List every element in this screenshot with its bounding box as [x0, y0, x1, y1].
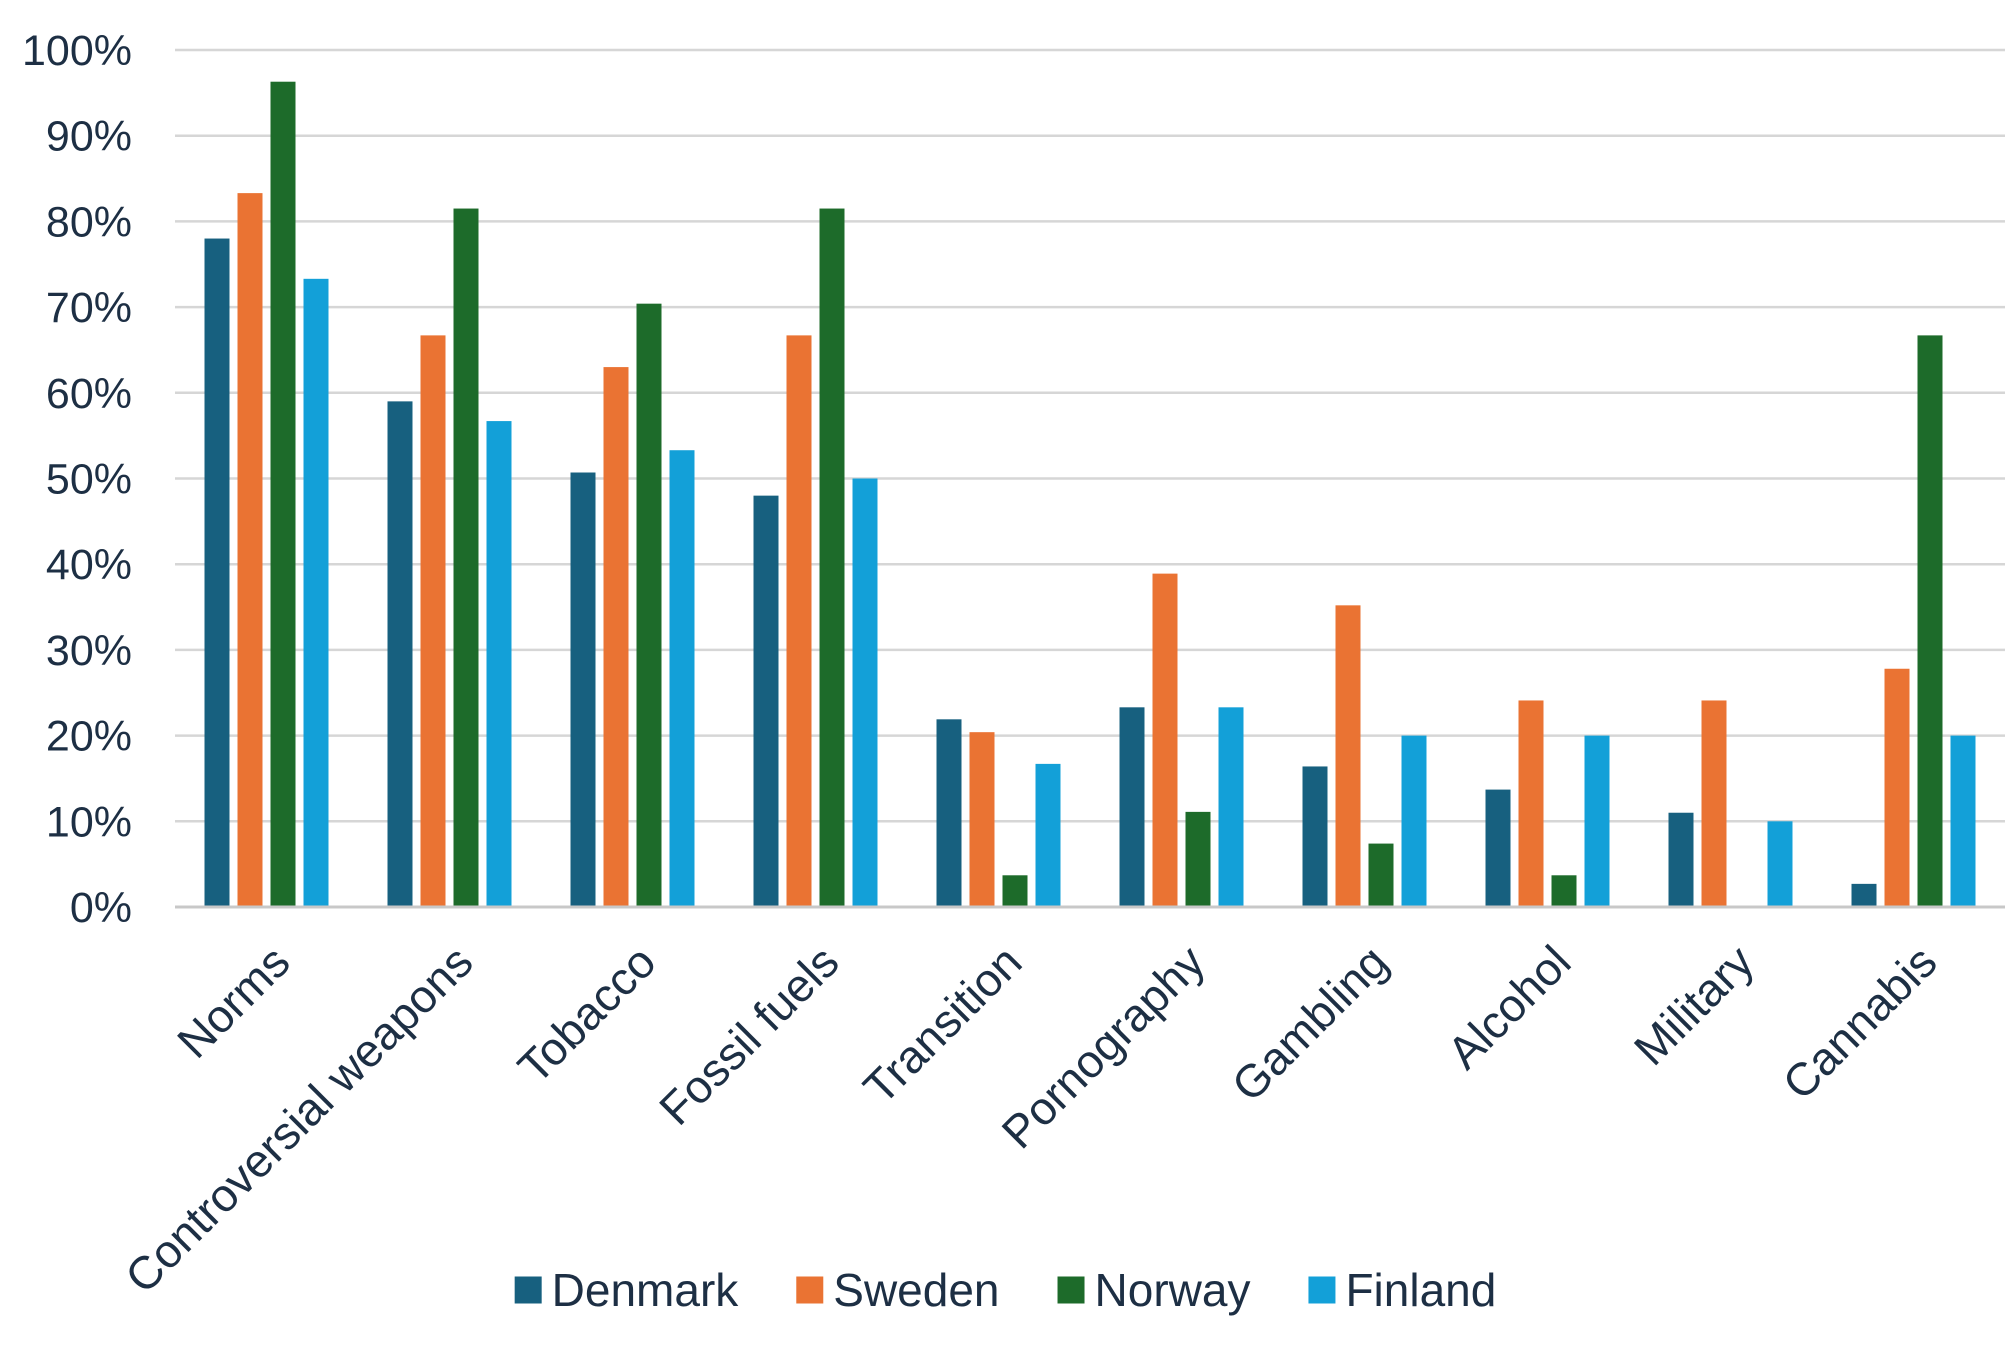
bar-sweden-tobacco — [603, 367, 629, 908]
y-tick-label: 30% — [46, 627, 132, 675]
bar-denmark-alcohol — [1485, 789, 1511, 907]
y-tick-label: 20% — [46, 713, 132, 761]
bar-finland-tobacco — [669, 450, 695, 907]
y-tick-label: 10% — [46, 798, 132, 846]
y-tick-label: 100% — [22, 27, 132, 75]
legend-swatch-norway — [1057, 1276, 1085, 1304]
x-tick-label: Tobacco — [508, 935, 666, 1093]
bar-norway-transition — [1002, 875, 1028, 907]
x-tick-label: Controversial weapons — [115, 935, 483, 1303]
bar-sweden-alcohol — [1518, 700, 1544, 907]
bar-sweden-transition — [969, 732, 995, 907]
bar-norway-controversial-weapons — [453, 208, 479, 908]
bar-finland-alcohol — [1584, 735, 1610, 907]
legend-label-finland: Finland — [1345, 1264, 1496, 1316]
bar-sweden-fossil-fuels — [786, 335, 812, 908]
bar-denmark-cannabis — [1851, 883, 1877, 907]
gridlines — [175, 48, 2005, 823]
bar-denmark-tobacco — [570, 472, 596, 907]
bar-norway-pornography — [1185, 811, 1211, 907]
y-axis: 0% 10% 20% 30% 40% 50% 60% 70% 80% 90% 100% — [22, 27, 132, 932]
y-tick-label: 0% — [70, 884, 132, 932]
bar-norway-alcohol — [1551, 875, 1577, 907]
legend: Denmark Sweden Norway Finland — [514, 1264, 1496, 1316]
x-tick-label: Norms — [167, 935, 300, 1068]
y-tick-label: 60% — [46, 370, 132, 418]
bar-finland-gambling — [1401, 735, 1427, 907]
bar-finland-fossil-fuels — [852, 478, 878, 907]
bar-sweden-gambling — [1335, 605, 1361, 907]
bar-denmark-military — [1668, 812, 1694, 907]
x-tick-label: Cannabis — [1772, 935, 1946, 1109]
bar-sweden-controversial-weapons — [420, 335, 446, 908]
bar-norway-norms — [270, 81, 296, 908]
bar-norway-tobacco — [636, 303, 662, 907]
x-tick-label: Military — [1624, 935, 1764, 1075]
bar-denmark-controversial-weapons — [387, 401, 413, 907]
bar-finland-norms — [303, 278, 329, 908]
bar-finland-transition — [1035, 763, 1061, 907]
x-tick-label: Alcohol — [1437, 935, 1580, 1078]
bar-norway-cannabis — [1917, 335, 1943, 908]
legend-label-denmark: Denmark — [552, 1264, 740, 1316]
bar-sweden-military — [1701, 700, 1727, 907]
bar-norway-fossil-fuels — [819, 208, 845, 908]
bar-finland-controversial-weapons — [486, 421, 512, 907]
bar-finland-military — [1767, 821, 1793, 907]
bar-denmark-gambling — [1302, 766, 1328, 907]
y-tick-label: 40% — [46, 541, 132, 589]
y-tick-label: 90% — [46, 113, 132, 161]
y-tick-label: 80% — [46, 198, 132, 246]
bar-sweden-cannabis — [1884, 668, 1910, 907]
legend-label-sweden: Sweden — [833, 1264, 999, 1316]
bar-denmark-fossil-fuels — [753, 495, 779, 907]
x-tick-label: Gambling — [1222, 935, 1398, 1111]
bar-denmark-norms — [204, 238, 230, 908]
bars — [204, 81, 1976, 908]
legend-label-norway: Norway — [1095, 1264, 1251, 1316]
bar-finland-cannabis — [1950, 735, 1976, 907]
bar-denmark-transition — [936, 719, 962, 907]
bar-sweden-norms — [237, 193, 263, 907]
bar-finland-pornography — [1218, 707, 1244, 907]
x-tick-label: Transition — [853, 935, 1031, 1113]
y-tick-label: 50% — [46, 456, 132, 504]
bar-sweden-pornography — [1152, 573, 1178, 907]
legend-swatch-finland — [1308, 1276, 1336, 1304]
bar-denmark-pornography — [1119, 707, 1145, 907]
legend-swatch-denmark — [514, 1276, 542, 1304]
x-tick-label: Fossil fuels — [649, 935, 848, 1134]
y-tick-label: 70% — [46, 284, 132, 332]
legend-swatch-sweden — [796, 1276, 824, 1304]
bar-norway-gambling — [1368, 843, 1394, 907]
